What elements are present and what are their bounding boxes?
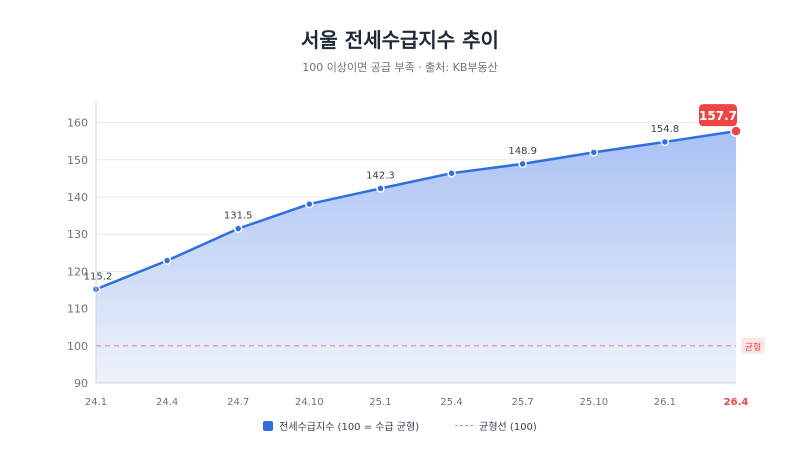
y-tick-label: 160 [67, 117, 88, 130]
legend-swatch-series [263, 420, 274, 431]
data-point [162, 256, 172, 265]
x-tick-label: 26.1 [654, 397, 676, 408]
data-point [589, 148, 599, 157]
data-point [376, 184, 385, 193]
x-tick-label: 25.4 [440, 397, 462, 408]
chart-legend: 전세수급지수 (100 = 수급 균형) 균형선 (100) [0, 418, 800, 433]
data-point [447, 168, 456, 178]
x-tick-label: 24.7 [227, 397, 249, 408]
legend-label-balance: 균형선 (100) [479, 422, 537, 433]
chart-title: 서울 전세수급지수 추이 [301, 28, 499, 52]
data-point [518, 159, 527, 169]
x-tick-label: 24.10 [295, 397, 324, 408]
legend-label-series: 전세수급지수 (100 = 수급 균형) [279, 422, 420, 433]
y-tick-label: 130 [67, 228, 88, 241]
y-tick-label: 150 [67, 154, 88, 167]
data-point [305, 199, 314, 209]
highlight-badge-label: 157.7 [699, 109, 737, 123]
data-point [233, 224, 243, 233]
balance-tag-label: 균형 [745, 342, 762, 353]
balance-tag-bg [741, 337, 765, 354]
y-tick-label: 100 [67, 340, 88, 353]
data-label: 148.9 [508, 146, 537, 157]
data-label: 131.5 [224, 211, 253, 222]
data-point [660, 137, 670, 147]
series-line [94, 129, 738, 291]
y-tick-label: 120 [67, 265, 88, 278]
data-label: 142.3 [366, 170, 395, 181]
y-tick-label: 90 [74, 377, 88, 390]
chart-subtitle: 100 이상이면 공급 부족 · 출처: KB부동산 [302, 61, 498, 74]
x-tick-label: 26.4 [724, 397, 749, 408]
legend-item-balance[interactable]: 균형선 (100) [455, 418, 537, 433]
y-tick-label: 110 [67, 303, 88, 316]
highlight-point [730, 125, 742, 137]
series-area [96, 131, 736, 383]
x-tick-label: 25.1 [369, 397, 391, 408]
data-label: 115.2 [84, 271, 113, 282]
legend-swatch-balance [455, 425, 474, 426]
y-tick-label: 140 [67, 191, 88, 204]
x-tick-label: 24.4 [156, 397, 178, 408]
data-label: 154.8 [651, 124, 680, 135]
legend-item-series[interactable]: 전세수급지수 (100 = 수급 균형) [263, 418, 419, 433]
x-tick-label: 25.10 [579, 397, 608, 408]
highlight-badge [699, 104, 737, 127]
x-tick-label: 25.7 [512, 397, 534, 408]
x-tick-label: 24.1 [85, 397, 107, 408]
